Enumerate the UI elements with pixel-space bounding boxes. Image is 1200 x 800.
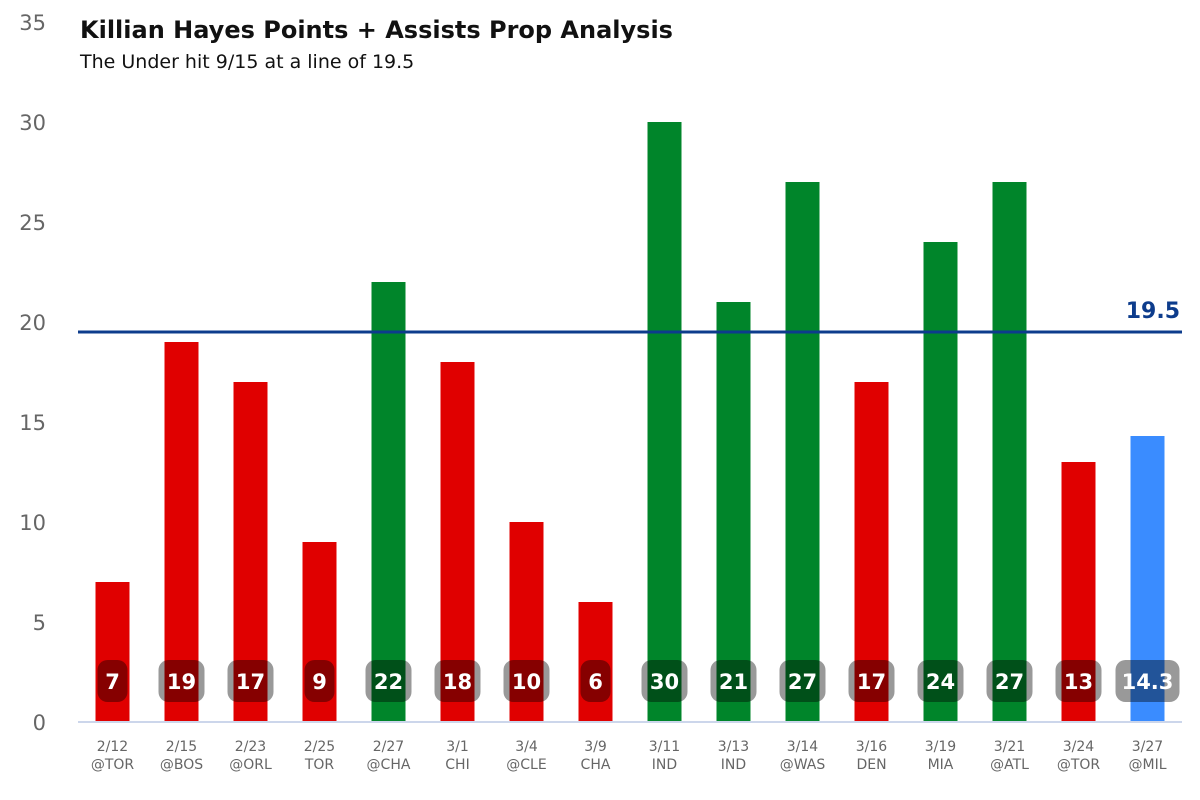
value-label-badge	[848, 660, 895, 702]
y-tick-label: 25	[19, 211, 46, 235]
value-label: 13	[1064, 670, 1093, 694]
value-label: 7	[105, 670, 120, 694]
y-tick-label: 20	[19, 311, 46, 335]
x-tick-date: 2/27	[373, 739, 404, 755]
bar	[716, 302, 751, 722]
x-axis: 2/12 @TOR 2/15 @BOS 2/23 @ORL 2/25 TOR 2/27 @CHA 3…	[91, 739, 1167, 773]
chart-subtitle: The Under hit 9/15 at a line of 19.5	[80, 51, 415, 73]
chart-title: Killian Hayes Points + Assists Prop Anal…	[80, 16, 673, 44]
x-tick-date: 3/11	[649, 739, 680, 755]
bar	[578, 602, 613, 722]
bar	[1061, 462, 1096, 722]
x-tick-date: 3/14	[787, 739, 819, 755]
x-tick-date: 3/21	[994, 739, 1025, 755]
x-tick-date: 3/16	[856, 739, 888, 755]
y-tick-label: 30	[19, 111, 46, 135]
x-tick-date: 2/23	[235, 739, 266, 755]
value-label: 27	[788, 670, 817, 694]
value-label-badge	[365, 660, 412, 702]
bar	[440, 362, 475, 722]
x-tick-date: 3/13	[718, 739, 749, 755]
y-tick-label: 15	[19, 411, 46, 435]
bar	[509, 522, 544, 722]
x-tick-date: 3/19	[925, 739, 956, 755]
bar	[785, 182, 820, 722]
value-label: 27	[995, 670, 1024, 694]
bar	[302, 542, 337, 722]
x-tick-opponent: @WAS	[780, 757, 826, 773]
y-tick-label: 0	[33, 711, 46, 735]
x-tick-opponent: IND	[652, 757, 677, 773]
bar	[1130, 436, 1165, 722]
x-tick-date: 3/24	[1063, 739, 1095, 755]
x-tick-opponent: CHA	[581, 757, 611, 773]
bar	[164, 342, 199, 722]
value-label-badge	[580, 660, 611, 702]
value-label: 19	[167, 670, 196, 694]
x-tick-date: 3/4	[515, 739, 538, 755]
x-tick-opponent: @MIL	[1128, 757, 1166, 773]
value-label: 30	[650, 670, 679, 694]
value-label-badge	[986, 660, 1033, 702]
x-tick-opponent: IND	[721, 757, 746, 773]
x-tick-opponent: @CHA	[367, 757, 411, 773]
bar	[923, 242, 958, 722]
value-label-badge	[641, 660, 688, 702]
x-tick-opponent: DEN	[856, 757, 886, 773]
bar	[371, 282, 406, 722]
y-tick-label: 10	[19, 511, 46, 535]
x-tick-opponent: @BOS	[160, 757, 203, 773]
bar	[647, 122, 682, 722]
x-tick-opponent: @ORL	[229, 757, 272, 773]
value-label-badge	[97, 660, 128, 702]
bar	[854, 382, 889, 722]
x-tick-date: 3/9	[584, 739, 607, 755]
x-tick-date: 2/12	[97, 739, 128, 755]
x-tick-date: 3/1	[446, 739, 469, 755]
y-tick-label: 5	[33, 611, 46, 635]
value-label-badge	[304, 660, 335, 702]
prop-line-label: 19.5	[1126, 299, 1180, 324]
value-label: 22	[374, 670, 403, 694]
value-label: 18	[443, 670, 472, 694]
value-label-badge	[434, 660, 481, 702]
y-tick-label: 35	[19, 11, 46, 35]
x-tick-opponent: @ATL	[990, 757, 1029, 773]
value-label: 24	[926, 670, 955, 694]
value-label: 21	[719, 670, 748, 694]
value-label: 17	[236, 670, 265, 694]
value-label: 10	[512, 670, 541, 694]
x-tick-opponent: MIA	[928, 757, 954, 773]
value-label-badge	[227, 660, 274, 702]
value-label-badge	[503, 660, 550, 702]
x-tick-opponent: CHI	[445, 757, 469, 773]
x-tick-opponent: @TOR	[91, 757, 135, 773]
x-tick-date: 2/25	[304, 739, 335, 755]
x-tick-opponent: TOR	[304, 757, 335, 773]
value-label-badge	[158, 660, 205, 702]
value-label-badge	[917, 660, 964, 702]
value-label: 17	[857, 670, 886, 694]
value-label-badge	[779, 660, 826, 702]
x-tick-date: 2/15	[166, 739, 197, 755]
value-label-badge	[1115, 660, 1180, 702]
bars-group	[95, 122, 1165, 722]
y-axis: 0 5 10 15 20 25 30 35	[19, 11, 46, 735]
value-label: 9	[312, 670, 327, 694]
bar	[95, 582, 130, 722]
value-label-badge	[1055, 660, 1102, 702]
x-tick-date: 3/27	[1132, 739, 1163, 755]
value-label: 6	[588, 670, 603, 694]
value-label-badge	[710, 660, 757, 702]
x-tick-opponent: @CLE	[506, 757, 546, 773]
x-tick-opponent: @TOR	[1057, 757, 1101, 773]
bar	[233, 382, 268, 722]
value-label: 14.3	[1122, 670, 1174, 694]
value-labels-group: 7 19 17 9 22 18 10 6 30 21 27 17 24 27 13 14.3	[97, 660, 1180, 702]
bar	[992, 182, 1027, 722]
